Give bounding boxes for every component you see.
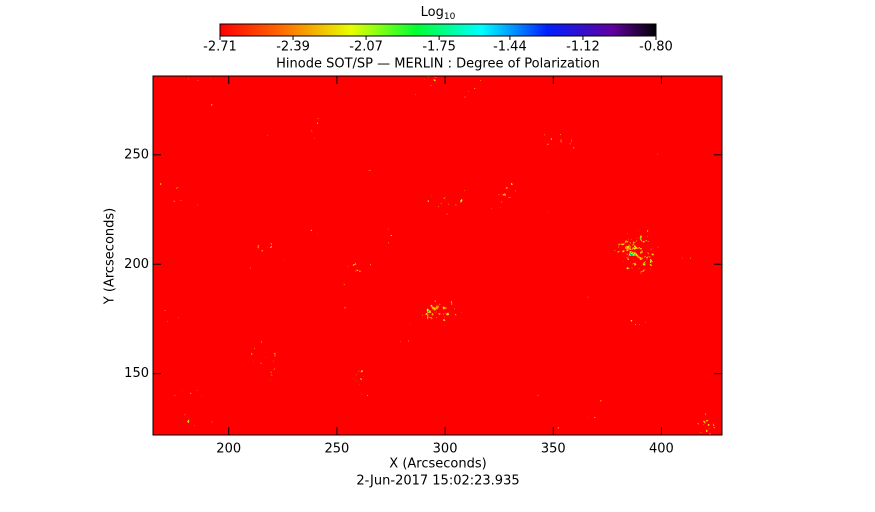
- colorbar-tick-label: -0.80: [639, 40, 673, 55]
- colorbar-tick-label: -1.44: [493, 40, 527, 55]
- colorbar-tick-label: -1.75: [422, 40, 456, 55]
- x-tick-label: 300: [433, 442, 458, 457]
- colorbar-tick-label: -1.12: [566, 40, 600, 55]
- colorbar-label-sub: 10: [444, 12, 456, 22]
- x-tick-label: 350: [541, 442, 566, 457]
- y-tick-label: 250: [124, 147, 149, 162]
- timestamp: 2-Jun-2017 15:02:23.935: [356, 474, 519, 489]
- y-tick-label: 150: [124, 366, 149, 381]
- chart-title: Hinode SOT/SP — MERLIN : Degree of Polar…: [276, 57, 600, 72]
- colorbar-tick-label: -2.07: [349, 40, 383, 55]
- plot-frame: [152, 75, 723, 436]
- solar-image: [153, 76, 722, 435]
- y-axis-label: Y (Arcseconds): [103, 208, 118, 305]
- y-tick-label: 200: [124, 257, 149, 272]
- x-tick-label: 200: [216, 442, 241, 457]
- colorbar-tick-label: -2.71: [203, 40, 237, 55]
- colorbar-label: Log10: [421, 5, 456, 22]
- colorbar-tick-label: -2.39: [276, 40, 310, 55]
- colorbar: [219, 23, 657, 37]
- x-tick-label: 250: [324, 442, 349, 457]
- colorbar-label-main: Log: [421, 5, 444, 20]
- x-axis-label: X (Arcseconds): [389, 457, 486, 472]
- x-tick-label: 400: [649, 442, 674, 457]
